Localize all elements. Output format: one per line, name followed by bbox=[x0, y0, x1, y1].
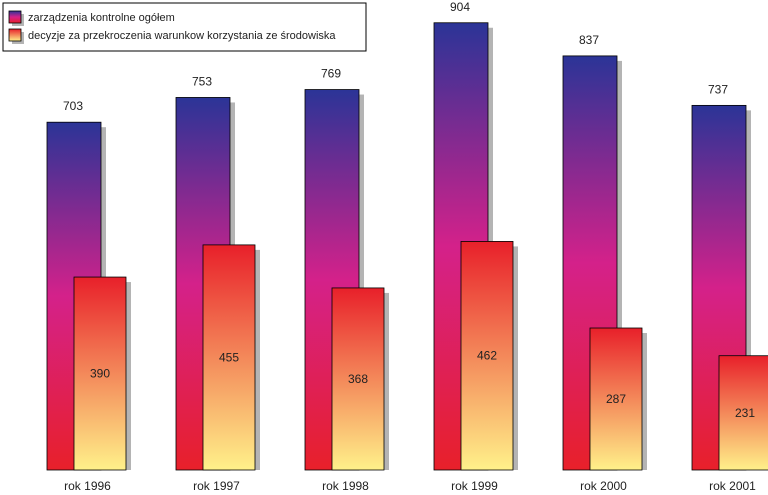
data-label-series-2: 390 bbox=[90, 367, 110, 381]
labels: 703 390 rok 1996 753 455 rok 1997 769 368 rok 19… bbox=[63, 0, 756, 493]
bar-series-2 bbox=[589, 327, 643, 471]
data-label-series-1: 703 bbox=[63, 99, 83, 113]
bar-series-2 bbox=[460, 241, 514, 471]
legend-label-series-1: zarządzenia kontrolne ogółem bbox=[28, 12, 175, 24]
data-label-series-2: 455 bbox=[219, 350, 239, 364]
legend-swatch-series-2 bbox=[8, 28, 22, 42]
category-label: rok 1996 bbox=[64, 479, 111, 493]
legend-label-series-2: decyzje za przekroczenia warunkow korzys… bbox=[28, 30, 336, 42]
category-label: rok 1998 bbox=[322, 479, 369, 493]
data-label-series-1: 904 bbox=[450, 0, 470, 14]
bar-series-2 bbox=[331, 287, 385, 471]
data-label-series-2: 231 bbox=[735, 406, 755, 420]
bars bbox=[46, 22, 768, 471]
bar-series-2 bbox=[202, 244, 256, 471]
data-label-series-1: 753 bbox=[192, 74, 212, 88]
data-label-series-1: 737 bbox=[708, 82, 728, 96]
data-label-series-2: 368 bbox=[348, 372, 368, 386]
data-label-series-2: 287 bbox=[606, 392, 626, 406]
data-label-series-1: 769 bbox=[321, 67, 341, 81]
category-label: rok 2000 bbox=[580, 479, 627, 493]
legend: zarządzenia kontrolne ogółem decyzje za … bbox=[2, 2, 367, 52]
legend-box bbox=[2, 2, 367, 52]
bar-series-2 bbox=[718, 355, 768, 471]
category-label: rok 1997 bbox=[193, 479, 240, 493]
category-label: rok 2001 bbox=[709, 479, 756, 493]
category-label: rok 1999 bbox=[451, 479, 498, 493]
bar-series-2 bbox=[73, 276, 127, 471]
data-label-series-2: 462 bbox=[477, 349, 497, 363]
data-label-series-1: 837 bbox=[579, 33, 599, 47]
legend-swatch-series-1 bbox=[8, 10, 22, 24]
